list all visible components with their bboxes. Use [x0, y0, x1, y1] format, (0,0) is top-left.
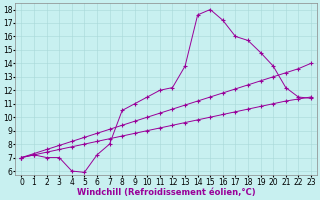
X-axis label: Windchill (Refroidissement éolien,°C): Windchill (Refroidissement éolien,°C)	[77, 188, 255, 197]
